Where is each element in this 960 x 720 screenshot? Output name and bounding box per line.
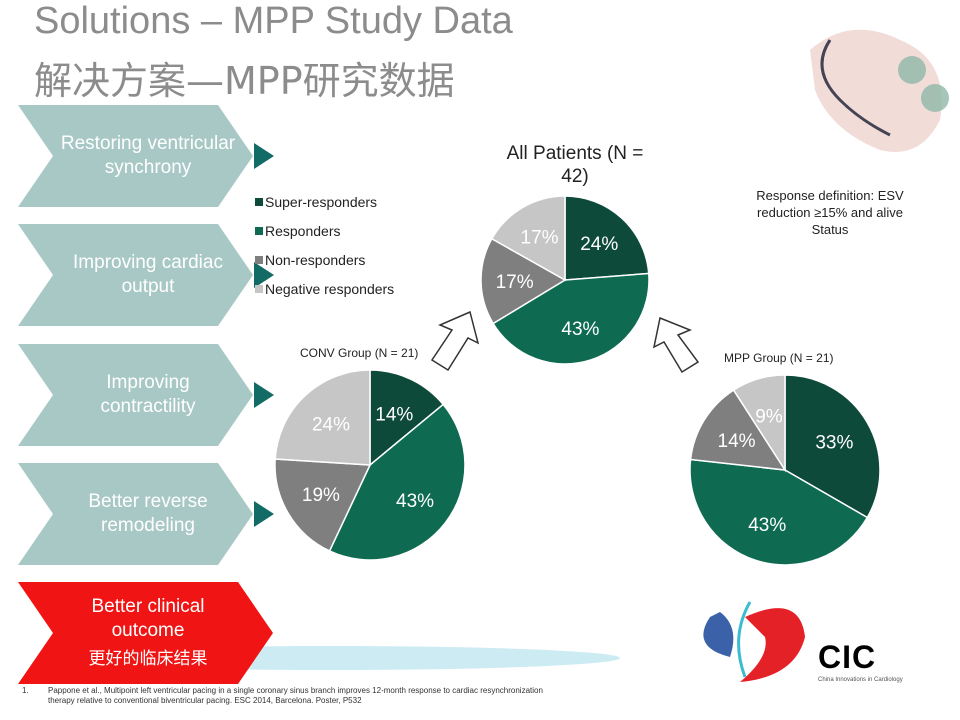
step-label: Better clinical outcome (91, 596, 205, 641)
pie-slice-mpp-0 (784, 374, 881, 519)
pie-slice-all-2 (480, 237, 567, 325)
pie-label-mpp-3: 9% (755, 406, 783, 427)
chart-title-conv: CONV Group (N = 21) (300, 346, 419, 360)
legend-responders: Responders (255, 223, 341, 239)
pie-label-conv-0: 14% (375, 404, 413, 425)
step-label: Better reverse remodeling (88, 491, 208, 536)
pie-slice-mpp-3 (732, 374, 786, 473)
pie-label-mpp-1: 43% (748, 515, 786, 536)
legend-label: Responders (265, 223, 341, 239)
pie-label-conv-2: 19% (302, 485, 340, 506)
pie-label-mpp-0: 33% (815, 433, 853, 454)
pie-slice-all-0 (564, 195, 650, 281)
step-clinical-outcome: Better clinical outcome 更好的临床结果 (18, 582, 278, 684)
pie-label-mpp-2: 14% (718, 431, 756, 452)
step-label: Improving cardiac output (73, 252, 223, 297)
step-sublabel: 更好的临床结果 (88, 649, 208, 669)
logo-tagline: China Innovations in Cardiology (818, 677, 903, 683)
legend-non: Non-responders (255, 252, 365, 268)
legend-label: Non-responders (265, 252, 366, 268)
pie-slice-conv-0 (369, 369, 445, 467)
title-english: Solutions – MPP Study Data (34, 0, 513, 42)
legend-super: Super-responders (255, 194, 377, 210)
step-label: Restoring ventricular synchrony (60, 133, 236, 178)
footnote-number: 1. (22, 686, 29, 695)
logo-name: CIC (818, 639, 877, 675)
pie-slice-all-1 (492, 272, 650, 365)
title-chinese: 解决方案—MPP研究数据 (34, 59, 455, 103)
step-contractility: Improving contractility (18, 344, 278, 446)
pie-slice-all-3 (490, 195, 566, 282)
pie-label-conv-3: 24% (312, 414, 350, 435)
legend-negative: Negative responders (255, 281, 394, 297)
heart-logo-icon (703, 601, 805, 682)
chart-title-all: All Patients (N = 42) (506, 143, 644, 187)
pie-label-all-1: 43% (561, 319, 599, 340)
legend-label: Super-responders (265, 194, 378, 210)
step-reverse-remodeling: Better reverse remodeling (18, 463, 278, 565)
chart-title-mpp: MPP Group (N = 21) (724, 351, 834, 365)
pie-slice-mpp-1 (689, 458, 869, 566)
pie-slice-conv-3 (274, 369, 371, 466)
arrow-right-icon (652, 316, 700, 374)
step-cardiac-output: Improving cardiac output (18, 224, 278, 326)
pie-label-all-2: 17% (496, 272, 534, 293)
footnote: 1. Pappone et al., Multipoint left ventri… (22, 686, 568, 706)
step-text: Better clinical outcome 更好的临床结果 (58, 582, 238, 684)
step-restoring-synchrony: Restoring ventricular synchrony (18, 105, 278, 207)
pie-slice-conv-1 (328, 403, 466, 561)
pie-slice-mpp-2 (689, 389, 787, 471)
heart-illustration (810, 29, 949, 152)
arrow-left-icon (430, 310, 480, 372)
step-label: Improving contractility (100, 372, 196, 417)
pie-slice-conv-2 (274, 458, 372, 552)
pie-label-all-3: 17% (521, 227, 559, 248)
pie-label-all-0: 24% (580, 234, 618, 255)
pie-label-conv-1: 43% (396, 491, 434, 512)
legend-label: Negative responders (265, 281, 395, 297)
footnote-text: Pappone et al., Multipoint left ventricu… (48, 686, 543, 705)
cic-logo: CIC China Innovations in Cardiology (690, 597, 960, 687)
response-definition: Response definition: ESV reduction ≥15% … (756, 188, 904, 237)
